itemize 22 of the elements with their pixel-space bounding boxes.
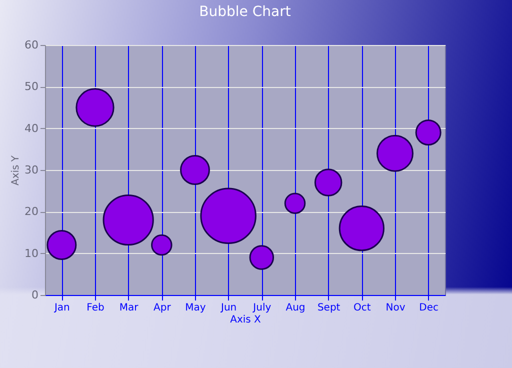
x-tick-label: Feb xyxy=(86,302,104,314)
x-tick-label: Dec xyxy=(419,302,439,314)
x-tick-label: Jan xyxy=(53,302,70,314)
x-tick-label: Apr xyxy=(154,302,172,314)
x-tick-label: July xyxy=(252,302,272,314)
y-tick-label: 0 xyxy=(32,288,38,302)
y-tick-label: 30 xyxy=(24,164,38,176)
x-tick-label: Oct xyxy=(354,302,371,314)
y-axis-title: Axis Y xyxy=(10,154,22,186)
chart-title: Bubble Chart xyxy=(199,4,292,20)
y-tick-label: 10 xyxy=(24,246,38,260)
x-tick-label: Jun xyxy=(220,302,237,314)
y-tick-label: 40 xyxy=(24,122,38,135)
y-tick-label: 20 xyxy=(24,205,38,218)
y-tick-label: 60 xyxy=(24,38,38,52)
x-tick-label: May xyxy=(185,302,206,314)
x-tick-label: Aug xyxy=(286,302,306,314)
x-axis-title: Axis X xyxy=(230,314,262,326)
x-tick-label: Nov xyxy=(386,302,406,314)
x-tick-label: Mar xyxy=(119,302,140,314)
y-tick-label: 50 xyxy=(24,80,38,94)
x-tick-label: Sept xyxy=(317,302,340,314)
